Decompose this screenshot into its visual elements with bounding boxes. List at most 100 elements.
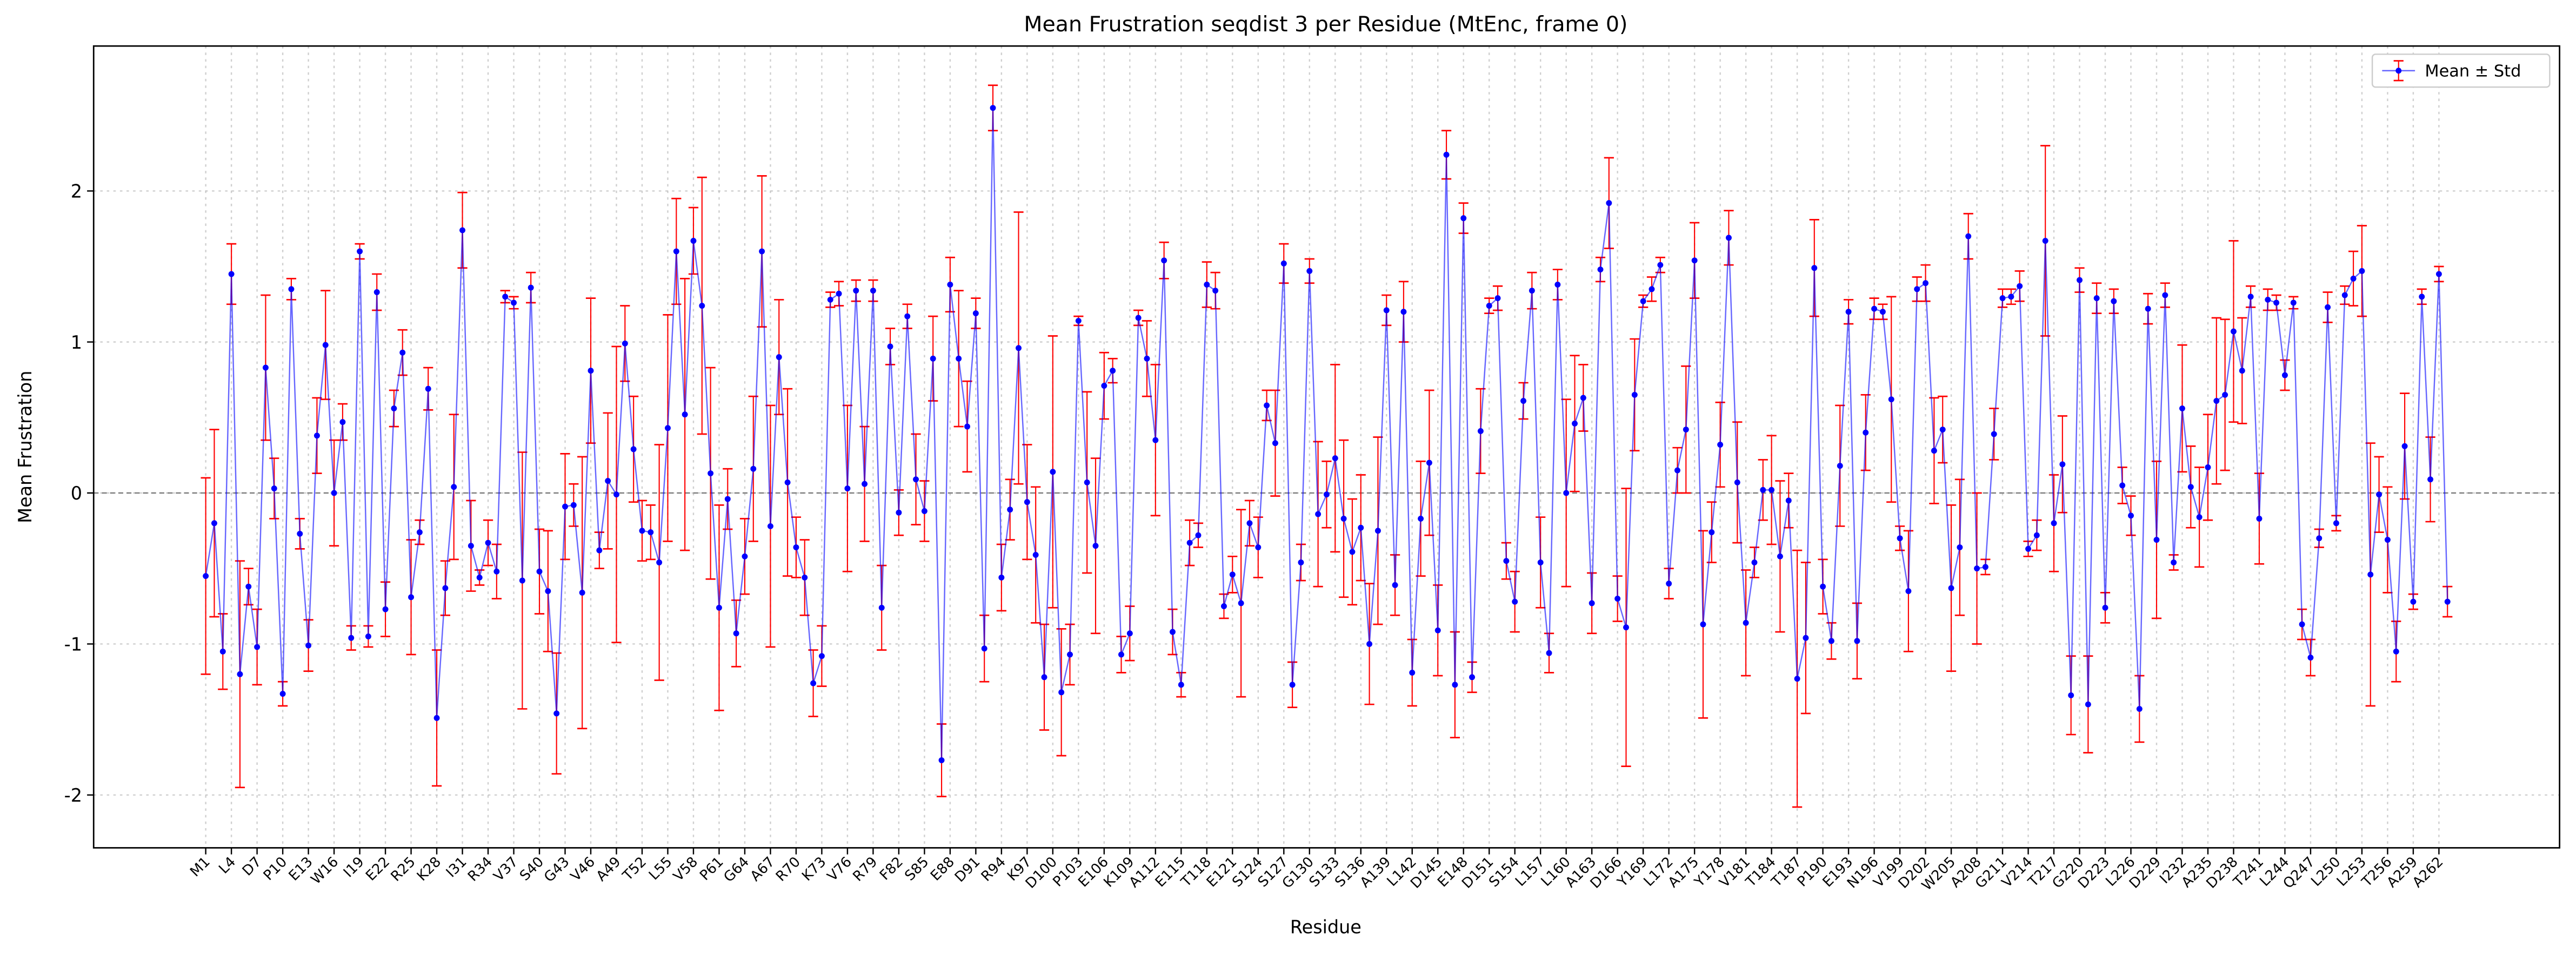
mean-point: [938, 757, 945, 763]
mean-point: [203, 573, 209, 579]
mean-point: [2145, 305, 2151, 312]
plot-frame: [92, 45, 2560, 849]
mean-point: [1606, 200, 1612, 206]
mean-point: [827, 296, 833, 303]
mean-point: [887, 343, 893, 350]
mean-point: [2333, 520, 2339, 527]
mean-point: [1769, 487, 1775, 493]
mean-point: [1229, 571, 1236, 578]
chart-title: Mean Frustration seqdist 3 per Residue (…: [1024, 12, 1627, 37]
mean-point: [1101, 383, 1107, 389]
mean-point: [391, 405, 397, 412]
mean-point: [2281, 372, 2288, 378]
mean-point: [1050, 469, 1056, 475]
mean-point: [1785, 497, 1792, 504]
mean-point: [237, 671, 243, 677]
mean-point: [878, 604, 885, 611]
mean-point: [2307, 654, 2314, 661]
mean-point: [254, 644, 261, 650]
mean-point: [1914, 286, 1920, 292]
mean-point: [844, 485, 851, 492]
mean-point: [1700, 621, 1706, 628]
mean-point: [596, 547, 603, 554]
mean-point: [1280, 260, 1287, 266]
mean-point: [1220, 603, 1227, 609]
mean-point: [1597, 266, 1604, 273]
mean-point: [279, 691, 286, 697]
mean-point: [613, 491, 619, 498]
mean-point: [1452, 682, 1458, 688]
mean-point: [1032, 552, 1039, 558]
mean-point: [2093, 295, 2100, 302]
mean-point: [1272, 440, 1278, 446]
mean-point: [1640, 298, 1646, 304]
mean-point: [1674, 467, 1680, 474]
mean-point: [793, 544, 799, 551]
mean-point: [1289, 682, 1296, 688]
mean-point: [1332, 455, 1338, 462]
mean-point: [1649, 286, 1655, 292]
mean-point: [1007, 507, 1013, 513]
mean-point: [1041, 674, 1047, 681]
mean-point: [2247, 294, 2254, 300]
mean-point: [2025, 545, 2032, 552]
mean-point: [2171, 559, 2177, 565]
legend-marker: [2395, 68, 2402, 74]
mean-point: [1161, 257, 1167, 264]
mean-point: [1631, 391, 1638, 398]
mean-point: [1366, 641, 1373, 647]
mean-point: [433, 715, 440, 721]
mean-point: [836, 290, 842, 297]
mean-point: [810, 680, 817, 687]
mean-point: [1358, 524, 1364, 531]
mean-point: [2230, 328, 2237, 335]
mean-point: [2265, 296, 2271, 303]
mean-point: [271, 485, 277, 492]
mean-point: [656, 559, 663, 565]
mean-point: [2085, 701, 2091, 708]
mean-point: [2419, 294, 2425, 300]
mean-point: [1152, 437, 1159, 443]
mean-point: [1503, 558, 1510, 564]
mean-point: [451, 484, 457, 490]
mean-point: [1178, 682, 1184, 688]
mean-point: [1409, 669, 1416, 676]
mean-point: [1580, 395, 1586, 401]
mean-point: [1734, 479, 1740, 485]
mean-point: [365, 633, 371, 639]
mean-point: [1717, 442, 1724, 448]
mean-point: [536, 568, 543, 575]
mean-point: [382, 606, 389, 612]
mean-point: [262, 364, 269, 371]
mean-point: [588, 368, 594, 374]
mean-point: [1529, 288, 1535, 294]
mean-point: [904, 313, 911, 319]
mean-point: [442, 585, 449, 591]
mean-point: [2136, 705, 2143, 712]
mean-point: [1803, 635, 1809, 641]
mean-point: [502, 294, 509, 300]
mean-point: [1991, 431, 1997, 437]
mean-point: [1563, 490, 1570, 496]
mean-point: [313, 432, 320, 439]
mean-point: [1666, 581, 1672, 587]
mean-point: [1623, 624, 1629, 631]
mean-point: [1725, 235, 1732, 241]
legend-box: [2371, 54, 2551, 88]
y-tick-label: 2: [71, 181, 82, 202]
mean-point: [2068, 692, 2074, 698]
mean-point: [699, 303, 705, 309]
mean-point: [1974, 565, 1980, 572]
mean-point: [2008, 294, 2014, 300]
mean-point: [2187, 484, 2194, 490]
mean-point: [1477, 428, 1484, 434]
mean-point: [776, 354, 782, 361]
mean-point: [981, 645, 987, 652]
mean-point: [1999, 295, 2006, 302]
mean-point: [2299, 621, 2305, 628]
mean-point: [648, 529, 654, 536]
mean-point: [1016, 345, 1022, 351]
mean-point: [579, 589, 585, 596]
y-tick-label: -1: [64, 634, 82, 655]
